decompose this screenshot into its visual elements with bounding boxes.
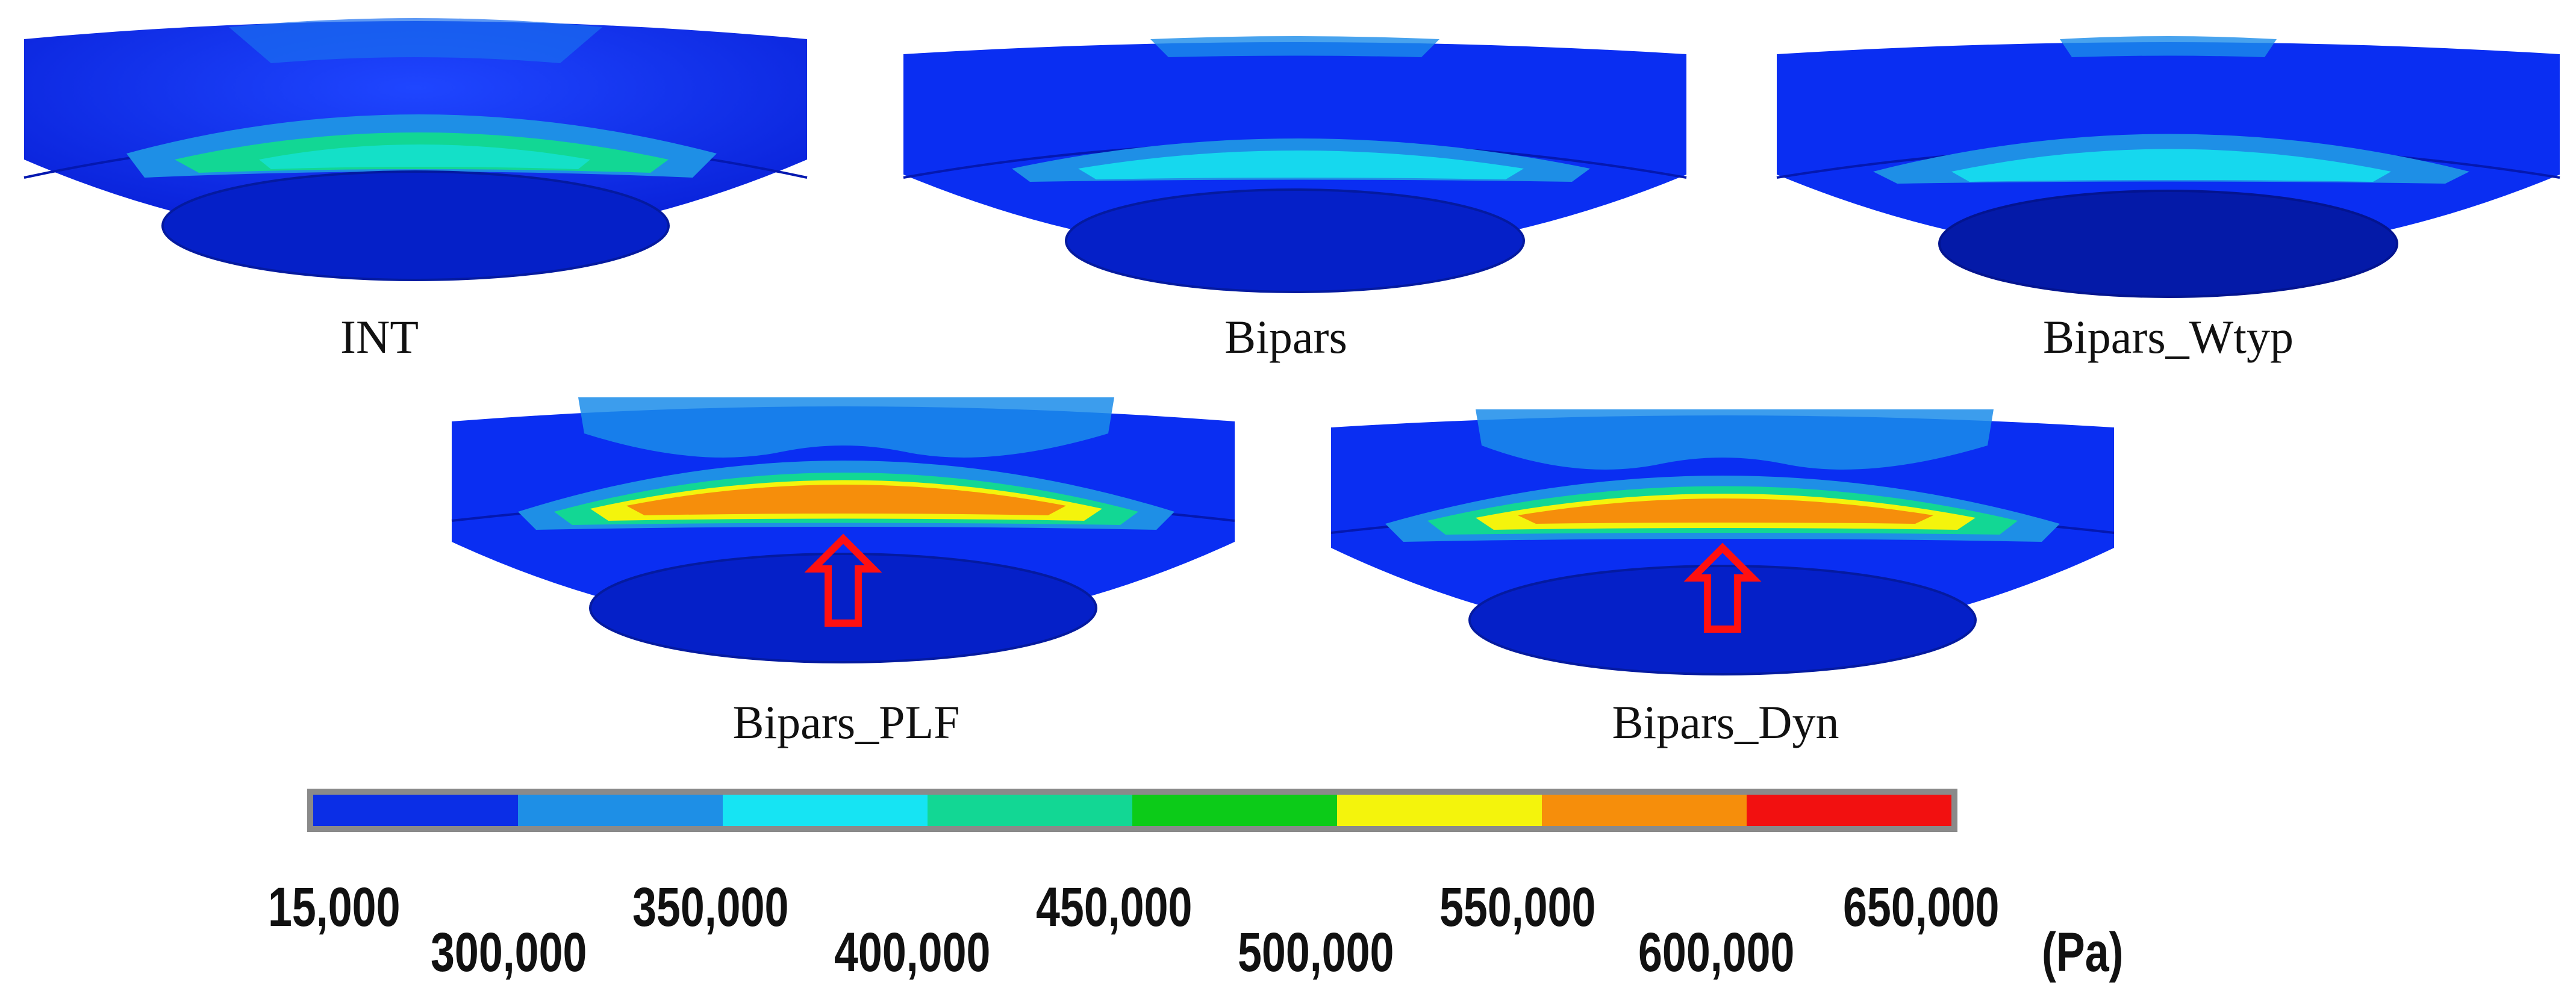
- panel-label: INT: [340, 311, 419, 363]
- legend-segment: [723, 795, 928, 826]
- legend-segment: [1542, 795, 1747, 826]
- panel-bipars-plf: [446, 385, 1241, 686]
- panel-bipars-wtyp: [1771, 24, 2566, 307]
- disc-model-bipars: [903, 36, 1687, 293]
- legend-tick: 450,000: [1036, 877, 1193, 938]
- panel-bipars-dyn: [1325, 397, 2120, 698]
- legend-segment: [1337, 795, 1542, 826]
- legend-tick: 350,000: [632, 877, 789, 938]
- legend-unit: (Pa): [2042, 922, 2124, 983]
- panel-label: Bipars_Wtyp: [2043, 311, 2294, 363]
- arrow-up-icon: [1683, 542, 1762, 633]
- legend-tick: 400,000: [834, 922, 991, 983]
- disc-model-bipars-dyn: [1330, 409, 2115, 675]
- panel-label: Bipars_PLF: [732, 696, 960, 748]
- legend-tick: 600,000: [1638, 922, 1795, 983]
- legend-tick: 300,000: [431, 922, 587, 983]
- legend-segment: [928, 795, 1132, 826]
- legend-tick: 550,000: [1439, 877, 1596, 938]
- arrow-up-icon: [804, 533, 882, 627]
- panel-label: Bipars_Dyn: [1612, 696, 1839, 748]
- legend-tick: 15,000: [268, 877, 401, 938]
- panel-int: [18, 15, 813, 304]
- disc-model-bipars-wtyp: [1776, 36, 2560, 298]
- panel-label: Bipars: [1224, 311, 1347, 363]
- legend-segment: [1132, 795, 1337, 826]
- disc-model-int: [23, 18, 808, 281]
- color-legend-bar: [307, 789, 1957, 832]
- legend-segment: [313, 795, 518, 826]
- legend-tick: 650,000: [1843, 877, 2000, 938]
- legend-segment: [1747, 795, 1951, 826]
- disc-model-bipars-plf: [451, 397, 1235, 663]
- panel-bipars: [897, 24, 1692, 307]
- legend-tick: 500,000: [1238, 922, 1394, 983]
- legend-segment: [518, 795, 723, 826]
